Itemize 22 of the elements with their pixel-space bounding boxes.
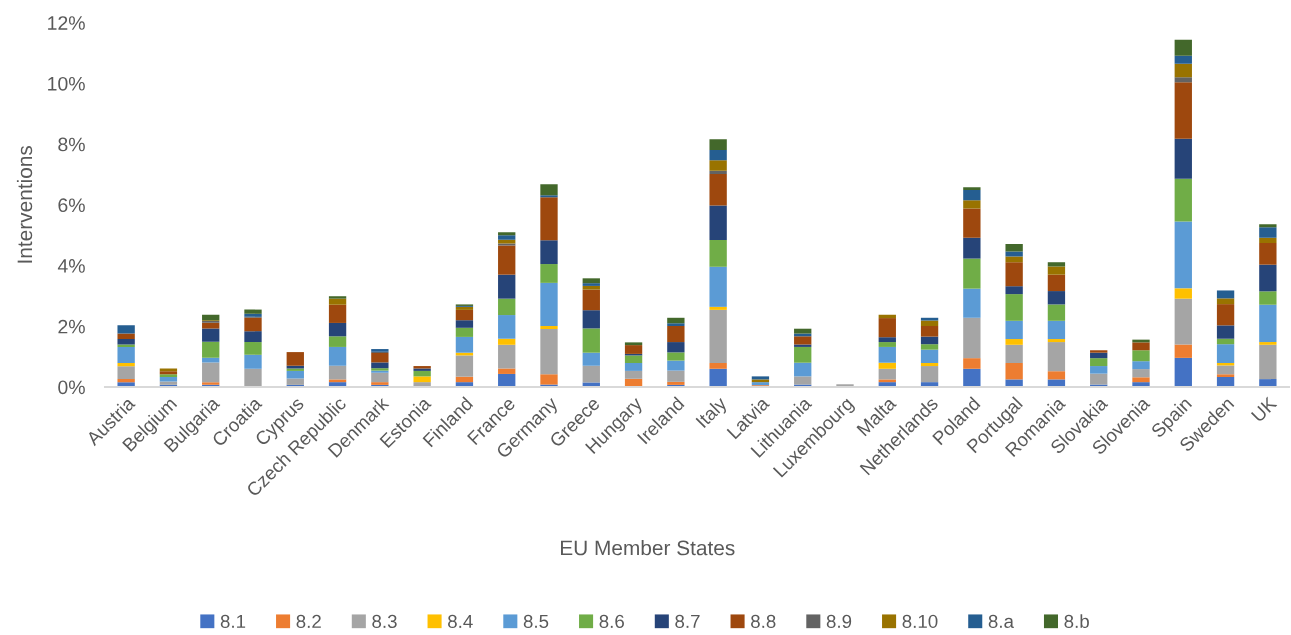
y-tick-label: 0% (58, 380, 85, 395)
y-tick-label: 10% (48, 76, 85, 91)
y-tick-label: 2% (58, 319, 85, 334)
legend-label: 8.a (988, 614, 1014, 629)
legend-label: 8.8 (751, 614, 776, 629)
legend-label: 8.9 (826, 614, 852, 629)
legend-label: 8.4 (448, 614, 473, 629)
legend-label: 8.2 (296, 614, 321, 629)
legend-label: 8.7 (675, 614, 700, 629)
y-axis-title: Interventions (16, 145, 33, 263)
legend-label: 8.6 (599, 614, 624, 629)
x-tick-label: UK (1250, 395, 1278, 423)
x-axis-title: EU Member States (560, 540, 735, 556)
y-tick-label: 12% (48, 16, 85, 30)
y-tick-label: 8% (58, 137, 85, 152)
y-tick-label: 6% (58, 198, 85, 213)
legend-label: 8.10 (902, 614, 938, 629)
legend-label: 8.1 (220, 614, 246, 629)
legend-label: 8.b (1064, 614, 1089, 629)
legend-label: 8.3 (372, 614, 397, 629)
legend-label: 8.5 (523, 614, 549, 629)
y-tick-label: 4% (57, 259, 85, 273)
